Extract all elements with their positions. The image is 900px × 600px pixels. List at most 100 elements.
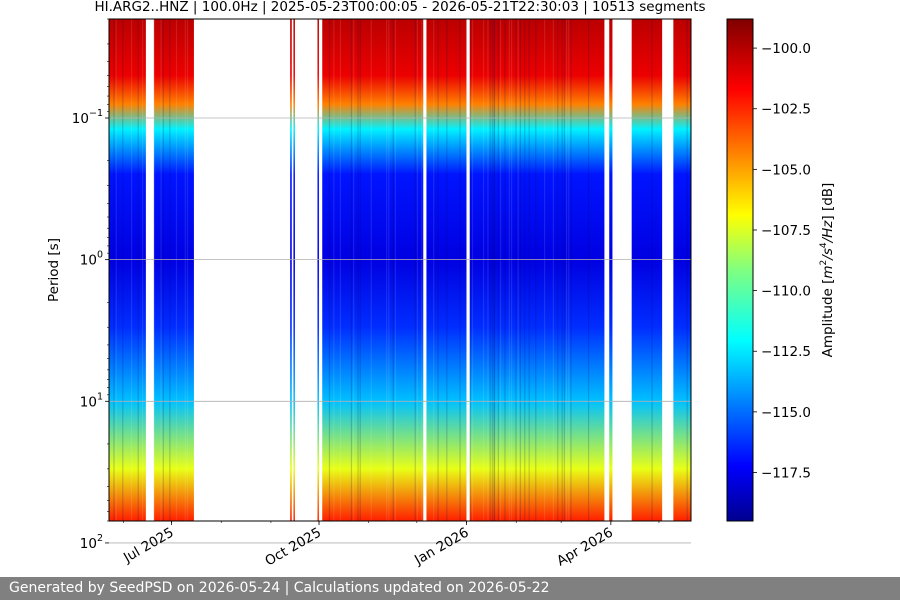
texture-stripe [508,19,510,521]
texture-stripe [493,19,496,521]
texture-stripe [433,19,435,521]
texture-stripe [339,19,342,521]
texture-stripe [142,19,144,521]
y-tick-label: 100 [80,250,103,269]
texture-stripe [293,19,295,521]
x-tick-label: Apr 2026 [554,525,616,570]
texture-stripe [113,19,115,521]
data-coverage-block [293,19,295,521]
texture-stripe [328,19,331,521]
colorbar-tick-label: −115.0 [761,405,811,421]
texture-stripe [504,19,506,521]
texture-stripe [471,19,474,521]
colorbar: −100.0 −102.5 −105.0 −107.5 −110.0 −112.5 −115… [726,18,836,522]
data-coverage-block [488,19,605,521]
colorbar-tick-label: −112.5 [761,344,811,360]
texture-stripe [535,19,537,521]
texture-stripe [517,19,519,521]
data-coverage-block [631,19,663,521]
texture-stripe [543,19,546,521]
texture-stripe [446,19,448,521]
chart-title: HI.ARG2..HNZ | 100.0Hz | 2025-05-23T00:0… [94,0,705,15]
texture-stripe [524,19,526,521]
texture-stripe [333,19,335,521]
data-coverage-block [317,19,320,521]
texture-stripe [459,19,461,521]
texture-stripe [115,19,117,521]
y-axis-label: Period [s] [46,238,62,302]
texture-stripe [552,19,554,521]
texture-stripe [510,19,513,521]
texture-stripe [317,19,319,521]
texture-stripe [153,19,156,521]
colorbar-tick-label: −107.5 [761,223,811,239]
x-axis: Jul 2025 Oct 2025 Jan 2026 Apr 2026 [120,521,660,570]
y-tick-label: 101 [80,391,103,410]
texture-stripe [414,19,416,521]
texture-stripe [557,19,559,521]
data-coverage-block [153,19,194,521]
data-coverage-block [673,19,691,521]
y-axis: 10−1 100 101 102 Period [s] [46,18,109,552]
texture-stripe [587,19,590,521]
data-coverage-block [426,19,467,521]
texture-stripe [565,19,568,521]
texture-stripe [487,19,489,521]
texture-stripe [359,19,361,521]
texture-stripe [421,19,423,521]
texture-stripe [122,19,124,521]
texture-stripe [515,19,517,521]
colorbar-tick-label: −102.5 [761,102,811,118]
y-tick-label: 10−1 [72,108,103,127]
texture-stripe [353,19,355,521]
texture-stripe [519,19,521,521]
texture-stripe [493,19,495,521]
footer-text: Generated by SeedPSD on 2026-05-24 | Cal… [9,580,550,596]
texture-stripe [489,19,491,521]
texture-stripe [169,19,171,521]
plot-frame [108,18,692,522]
texture-stripe [386,19,388,521]
texture-stripe [651,19,653,521]
texture-stripe [499,19,502,521]
texture-stripe [357,19,359,521]
data-coverage-block [609,19,613,521]
texture-stripe [482,19,485,521]
data-coverage-block [290,19,292,521]
colorbar-tick-label: −105.0 [761,162,811,178]
colorbar-tick-label: −117.5 [761,465,811,481]
texture-stripe [561,19,563,521]
plot-area [108,18,692,544]
texture-stripe [175,19,178,521]
texture-stripe [184,19,186,521]
texture-stripe [131,19,133,521]
colorbar-tick-label: −110.0 [761,284,811,300]
texture-stripe [137,19,139,521]
y-tick-label: 102 [80,533,103,552]
data-coverage-block [322,19,424,521]
texture-stripe [193,19,195,521]
texture-stripe [568,19,570,521]
footer-bar: Generated by SeedPSD on 2026-05-24 | Cal… [0,577,900,600]
texture-stripe [437,19,439,521]
colorbar-gradient [726,18,754,522]
data-coverage-block [109,19,146,521]
x-tick-label: Oct 2025 [262,525,324,570]
texture-stripe [160,19,162,521]
texture-stripe [392,19,394,521]
texture-stripe [466,19,468,521]
texture-stripe [469,19,471,521]
texture-stripe [162,19,164,521]
texture-stripe [528,19,530,521]
texture-stripe [491,19,493,521]
grid [109,117,691,544]
texture-stripe [497,19,499,521]
x-tick-label: Jul 2025 [120,525,176,567]
texture-stripe [350,19,353,521]
texture-stripe [570,19,572,521]
texture-stripe [416,19,419,521]
texture-stripe [186,19,189,521]
texture-stripe [388,19,390,521]
texture-stripe [686,19,688,521]
